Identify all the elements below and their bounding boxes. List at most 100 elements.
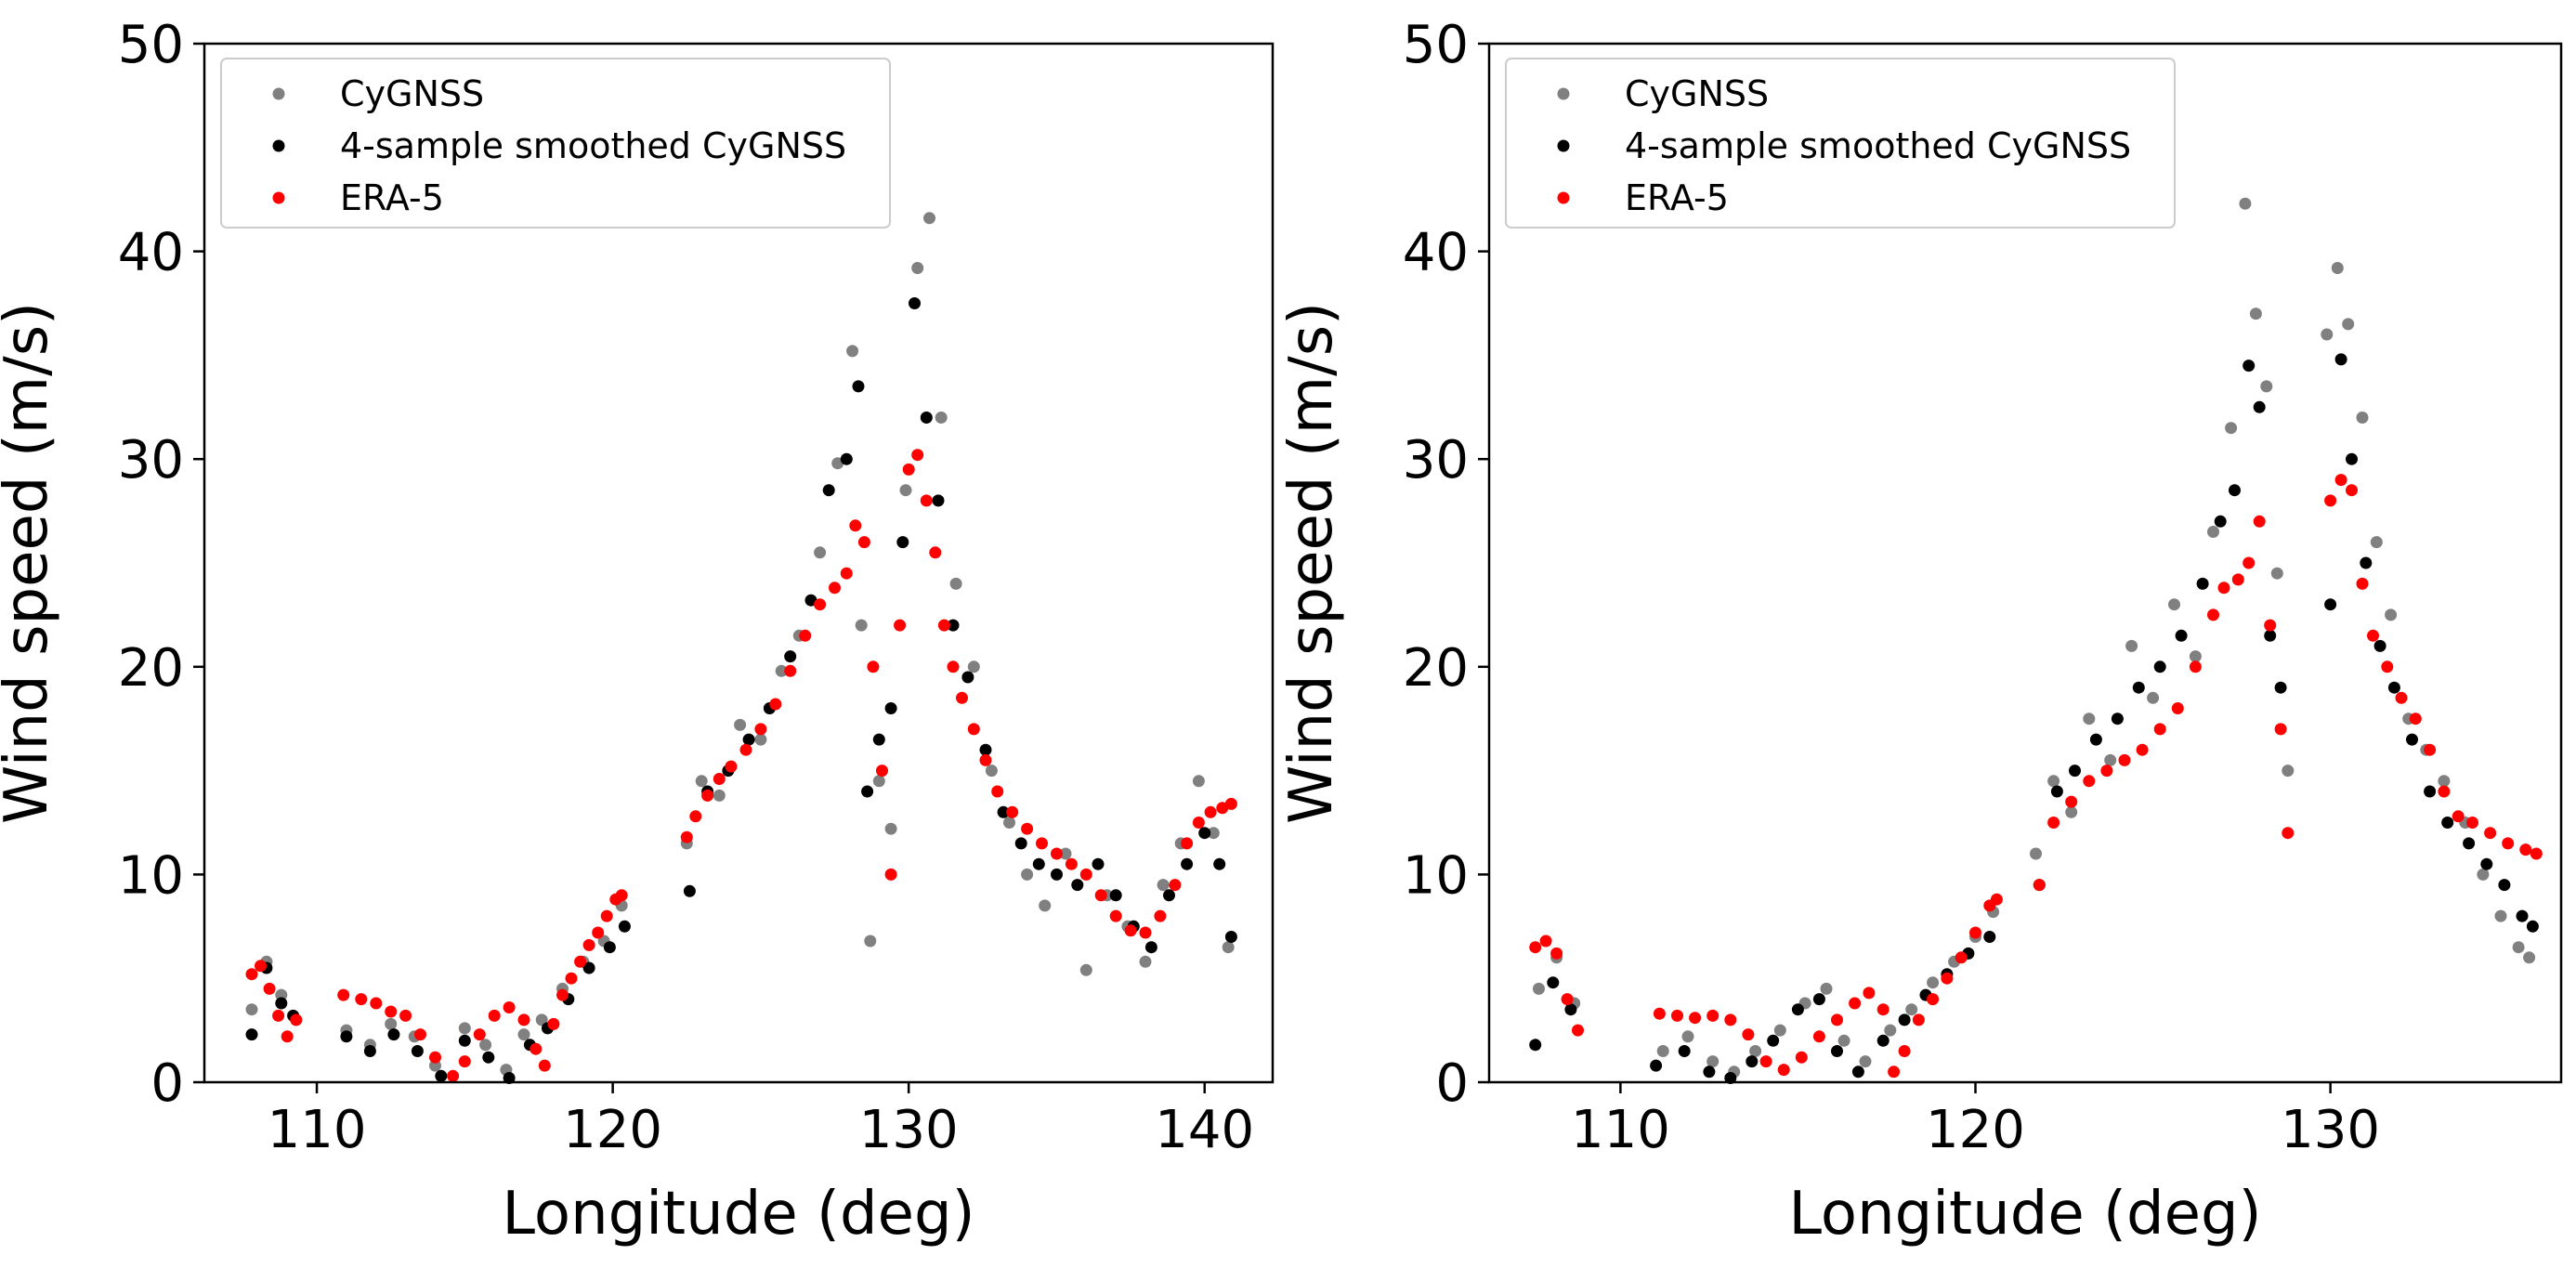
data-point xyxy=(2424,743,2437,756)
data-point xyxy=(1767,1034,1780,1047)
data-point xyxy=(902,463,915,476)
data-point xyxy=(1831,1045,1843,1057)
legend-label: CyGNSS xyxy=(340,73,484,114)
data-point xyxy=(1791,1003,1804,1016)
data-point xyxy=(1065,857,1078,870)
data-point xyxy=(2083,775,2096,788)
data-point xyxy=(1927,993,1940,1006)
y-tick-label: 50 xyxy=(118,15,184,75)
data-point xyxy=(2356,412,2369,424)
data-point xyxy=(1955,951,1968,964)
data-point xyxy=(2270,567,2283,580)
data-point xyxy=(2065,805,2078,818)
data-point xyxy=(1983,931,1996,943)
data-point xyxy=(1006,805,1019,818)
legend-box xyxy=(220,58,891,229)
data-point xyxy=(1032,857,1045,870)
data-point xyxy=(556,988,569,1001)
data-point xyxy=(1863,987,1876,1000)
data-point xyxy=(920,494,933,507)
chart-panel-2: 110 120 130 0 10 20 30 40 50 Longitude (deg) Wind … xyxy=(1277,15,2563,1248)
data-point xyxy=(2274,681,2287,694)
data-point xyxy=(947,619,960,632)
data-point xyxy=(2253,400,2266,413)
data-point xyxy=(920,412,933,424)
y-tick-label: 20 xyxy=(1403,638,1469,699)
data-point xyxy=(2441,817,2454,829)
data-point xyxy=(2480,857,2493,870)
data-point xyxy=(600,909,613,922)
data-point xyxy=(2207,526,2219,538)
data-point xyxy=(2214,515,2227,528)
legend-marker xyxy=(1557,139,1570,152)
data-point xyxy=(1192,775,1205,788)
x-axis-title: Longitude (deg) xyxy=(502,1180,974,1248)
data-point xyxy=(2196,577,2209,590)
data-point xyxy=(2321,328,2334,341)
legend-label: ERA-5 xyxy=(340,177,444,218)
data-point xyxy=(2253,515,2266,528)
data-point xyxy=(2466,817,2478,829)
data-point xyxy=(1927,976,1940,989)
data-point xyxy=(1533,982,1545,995)
series-era-5 xyxy=(1529,474,2543,1078)
data-point xyxy=(680,830,693,843)
data-point xyxy=(1224,797,1237,810)
data-point xyxy=(784,664,797,677)
data-point xyxy=(2498,879,2511,892)
data-point xyxy=(923,212,935,225)
data-point xyxy=(739,743,752,756)
y-axis-title: Wind speed (m/s) xyxy=(1277,302,1346,824)
data-point xyxy=(2484,827,2497,840)
data-point xyxy=(517,1013,530,1026)
data-point xyxy=(867,660,880,673)
data-point xyxy=(872,733,885,746)
data-point xyxy=(1079,868,1092,881)
data-point xyxy=(1092,857,1105,870)
data-point xyxy=(290,1013,303,1026)
data-point xyxy=(2406,733,2418,746)
data-point xyxy=(1003,817,1015,829)
data-point xyxy=(1724,1013,1737,1026)
data-point xyxy=(2324,598,2337,611)
data-point xyxy=(2050,785,2063,798)
data-point xyxy=(2132,681,2145,694)
data-point xyxy=(979,753,992,766)
data-point xyxy=(1795,1051,1808,1064)
data-point xyxy=(840,567,853,580)
data-point xyxy=(2171,702,2184,714)
data-point xyxy=(2225,422,2238,435)
y-tick-label: 40 xyxy=(1403,223,1469,283)
data-point xyxy=(387,1028,400,1041)
data-point xyxy=(2452,810,2465,823)
data-point xyxy=(1703,1065,1716,1078)
data-point xyxy=(1898,1013,1911,1026)
data-point xyxy=(2239,197,2252,210)
data-point xyxy=(2512,941,2525,954)
data-point xyxy=(1831,1013,1843,1026)
data-point xyxy=(2111,712,2124,726)
data-point xyxy=(2125,639,2138,652)
data-point xyxy=(1759,1055,1772,1068)
data-point xyxy=(275,988,288,1001)
x-tick-label: 140 xyxy=(1155,1100,1254,1160)
data-point xyxy=(1059,847,1072,860)
data-point xyxy=(1154,909,1167,922)
data-point xyxy=(1039,899,1052,912)
data-point xyxy=(263,982,276,995)
data-point xyxy=(272,1009,285,1022)
data-point xyxy=(2282,827,2295,840)
data-point xyxy=(370,997,383,1010)
data-point xyxy=(2153,660,2166,673)
data-point xyxy=(2089,733,2102,746)
data-point xyxy=(458,1022,471,1035)
data-point xyxy=(1572,1024,1584,1037)
data-point xyxy=(725,760,738,773)
data-point xyxy=(911,262,924,274)
data-point xyxy=(899,484,912,497)
data-point xyxy=(245,1028,258,1041)
data-point xyxy=(1884,1024,1897,1037)
data-point xyxy=(1181,837,1194,850)
data-point xyxy=(872,775,885,788)
